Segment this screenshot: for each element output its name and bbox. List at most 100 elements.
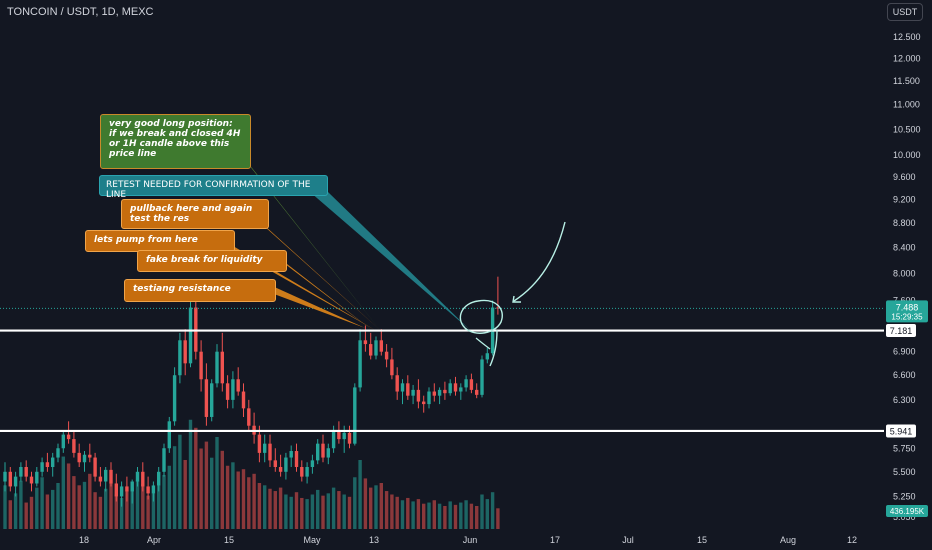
candle-body [104,469,108,482]
candle-body [337,430,341,440]
volume-bar [496,508,500,529]
volume-bar [104,488,108,529]
candle-body [45,462,50,468]
price-tick-label: 12.500 [893,32,921,42]
candle-body [427,391,431,405]
volume-bar [278,487,283,529]
note-pump[interactable]: lets pump from here [85,230,235,252]
candle-body [395,375,399,392]
note-retest-text: RETEST NEEDED FOR CONFIRMATION OF THE LI… [106,180,311,200]
candle-body [437,389,442,396]
candle-body [390,359,394,376]
time-axis: 18 Apr 15 May 13 Jun 17 Jul 15 Aug 12 [79,535,857,545]
candle-body [225,383,230,400]
volume-bar [167,465,171,529]
candle-body [24,467,28,477]
volume-bar [13,493,18,529]
price-tick-label: 10.500 [893,124,921,134]
volume-bar [459,502,463,529]
candle-body [257,434,262,453]
volume-bar [475,506,479,529]
candle-body [305,467,309,477]
volume-bar [353,477,357,529]
candle-body [485,353,489,360]
candle-body [125,486,129,492]
price-tick-label: 12.000 [893,54,921,64]
candle-body [29,476,34,484]
note-pullback[interactable]: pullback here and again test the res [121,199,269,229]
volume-bar [406,497,410,529]
volume-bar [427,502,431,529]
note-fake-break[interactable]: fake break for liquidity [137,250,287,272]
drawn-pointer-arrowhead [512,295,521,303]
pointer-retest [310,192,470,330]
volume-bar [183,460,187,529]
currency-button[interactable]: USDT [887,3,923,21]
candle-body [119,486,124,497]
time-tick-label: 17 [550,535,560,545]
volume-bar [416,499,421,529]
volume-bar [178,434,182,529]
note-retest[interactable]: RETEST NEEDED FOR CONFIRMATION OF THE LI… [99,175,328,200]
candle-body [379,340,383,352]
last-price-text: 7.488 [896,302,919,312]
candle-body [162,448,166,472]
volume-layer [3,419,500,529]
candle-body [374,340,378,356]
volume-bar [379,483,383,529]
volume-bar [220,450,224,529]
volume-bar [8,500,12,529]
pointer-long-position [245,160,380,330]
candle-body [66,434,71,440]
candle-body [331,430,336,449]
level-price-badge-text: 7.181 [890,326,913,336]
candle-body [241,391,246,409]
candle-body [56,448,60,458]
volume-bar [93,492,97,529]
time-tick-label: May [303,535,321,545]
candle-body [432,391,436,396]
volume-bar [453,504,458,529]
volume-bar [273,491,277,529]
volume-bar [268,488,272,529]
candle-body [496,307,500,309]
time-tick-label: 15 [224,535,234,545]
note-long-position-text: very good long position: if we break and… [109,119,241,159]
candle-body [464,379,468,388]
candle-body [347,432,352,444]
candle-body [443,389,447,394]
volume-bar [77,485,81,529]
candle-body [215,351,219,384]
price-tick-label: 10.000 [893,150,921,160]
candle-body [406,383,410,396]
volume-bar [231,462,235,529]
volume-bar [125,491,129,529]
candle-body [278,467,283,472]
volume-bar [411,501,415,529]
note-resistance[interactable]: testiang resistance [124,279,276,302]
note-long-position[interactable]: very good long position: if we break and… [100,114,251,169]
candle-body [369,344,373,356]
candle-body [135,471,140,482]
candle-body [141,471,145,487]
volume-bar [114,494,118,529]
volume-bar [56,483,60,529]
candle-body [273,460,277,468]
candle-body [316,443,320,461]
volume-bar [35,487,39,529]
pointer-layer [228,160,470,330]
volume-bar [130,487,134,529]
candle-body [459,387,463,392]
note-resistance-text: testiang resistance [133,284,231,294]
candle-body [416,389,421,402]
candle-body [51,457,55,468]
volume-bar [384,491,389,529]
candle-body [448,383,452,394]
drawn-pointer-arrow [513,221,566,302]
candle-body [247,408,251,426]
volume-bar [284,494,288,529]
price-tick-label: 11.000 [893,100,920,110]
candle-body [363,340,368,345]
candle-body [114,483,118,497]
